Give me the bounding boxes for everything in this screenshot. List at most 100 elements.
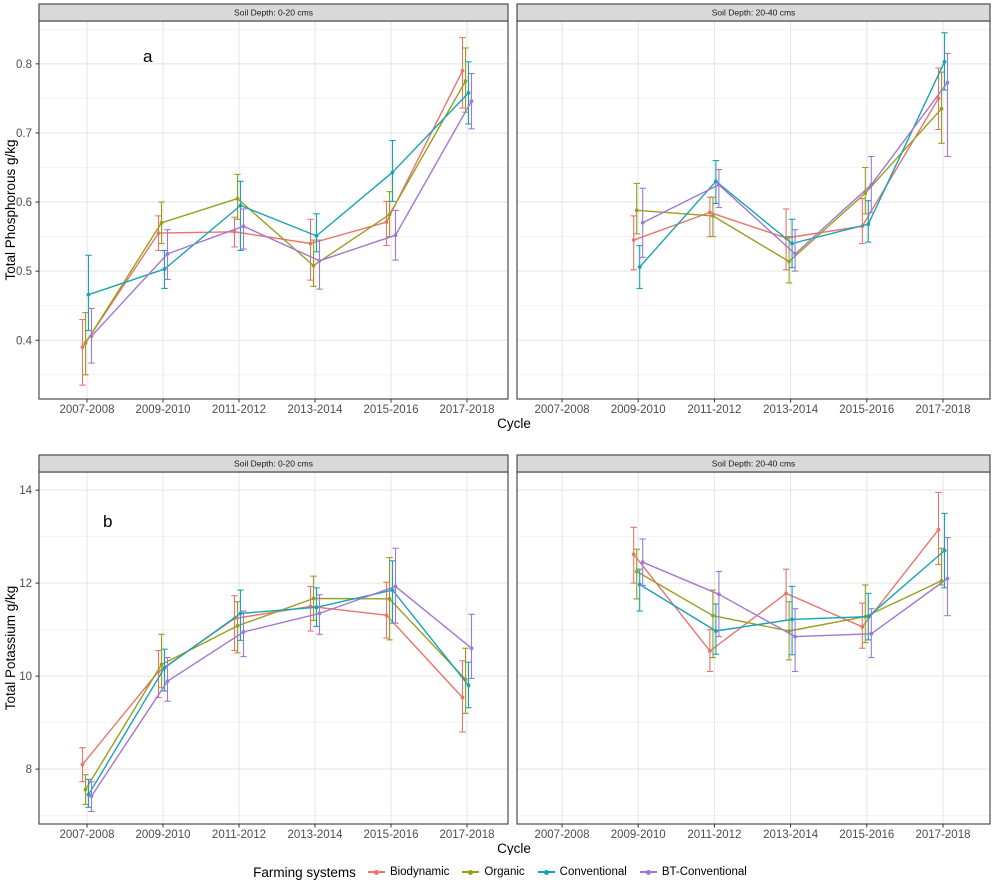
data-point [945,576,950,581]
facet-strip-title: Soil Depth: 20-40 cms [712,459,796,469]
y-tick-label: 12 [19,578,32,590]
data-point [863,191,868,195]
x-tick-label: 2007-2008 [60,829,115,841]
series-line-bt-conventional [90,585,472,797]
series-bt-conventional [639,537,951,673]
x-axis-title: Cycle [497,416,531,431]
legend-item-bt-conventional: BT-Conventional [639,866,747,878]
data-point [717,592,721,597]
y-tick-label: 8 [26,764,32,776]
x-tick-label: 2015-2016 [839,404,894,416]
data-point [83,341,88,345]
legend-item-conventional: Conventional [537,866,627,878]
data-point [793,634,797,639]
data-point [711,213,715,218]
data-point [238,203,243,208]
legend-key-icon [367,866,385,878]
y-tick-label: 0.4 [16,335,33,347]
legend-key-icon [462,866,480,878]
data-point [466,683,471,688]
potassium-chart: Total Potassium g/kg Soil Depth: 0-20 cms… [3,454,991,855]
data-point [866,614,871,619]
data-point [634,569,639,574]
series-conventional [636,32,948,289]
data-point [714,629,718,633]
data-point [463,79,468,84]
legend-item-label: Organic [484,866,525,878]
series-bt-conventional [88,72,475,364]
x-tick-label: 2017-2018 [440,829,495,841]
data-point [640,220,645,225]
data-point [165,679,170,684]
x-tick-label: 2015-2016 [364,829,419,841]
x-tick-label: 2013-2014 [763,829,819,841]
series-line-biodynamic [81,605,464,765]
data-point [83,787,88,792]
data-point [162,267,167,271]
x-tick-label: 2009-2010 [611,404,666,416]
data-point [314,605,319,610]
data-point [80,762,85,767]
y-axis-title: Total Phosphorous g/kg [3,139,18,280]
data-point [460,68,465,73]
facet-strip [516,454,991,473]
data-point [631,552,636,557]
series-line-conventional [88,92,470,296]
data-point [86,292,91,297]
series-line-organic [84,80,467,344]
data-point [708,210,712,215]
data-point [159,662,164,667]
data-point [241,630,246,634]
facet-panel-soil-depth-20-40-cms: Soil Depth: 20-40 cms 2007-2008 2009-2010 2… [516,3,991,416]
x-tick-label: 2011-2012 [212,404,266,416]
x-tick-label: 2007-2008 [60,404,115,416]
legend-key-icon [537,866,555,878]
x-tick-label: 2017-2018 [916,404,971,416]
facet-strip [516,3,991,22]
x-tick-label: 2013-2014 [763,404,819,416]
data-point [939,106,944,111]
data-point [387,597,392,601]
panel-letter: a [143,47,153,66]
data-point [460,695,465,700]
x-tick-label: 2015-2016 [839,829,894,841]
x-tick-label: 2017-2018 [916,829,971,841]
data-point [89,794,94,799]
y-tick-label: 14 [19,485,32,497]
data-point [637,265,642,269]
series-bt-conventional [88,547,475,812]
data-point [708,649,712,653]
x-tick-label: 2009-2010 [136,829,191,841]
facet-strip-title: Soil Depth: 0-20 cms [234,459,313,469]
data-point [860,624,865,629]
x-tick-label: 2011-2012 [687,829,741,841]
legend-item-organic: Organic [462,866,525,878]
x-tick-label: 2015-2016 [364,404,419,416]
series-line-bt-conventional [90,100,473,337]
data-point [869,182,874,187]
data-point [156,231,161,236]
data-point [634,208,639,213]
data-point [790,617,794,622]
data-point [866,222,871,227]
data-point [469,99,474,104]
facet-panel-soil-depth-0-20-cms: Soil Depth: 0-20 cms 2007-2008 2009-2010 20… [38,454,509,841]
data-point [936,96,941,101]
series-conventional [85,560,472,808]
x-axis-title: Cycle [497,841,531,855]
data-point [384,220,389,224]
data-point [165,251,170,256]
legend-key-icon [639,866,657,878]
data-point [793,251,797,256]
series-biodynamic [79,581,466,783]
data-point [235,196,240,201]
x-tick-label: 2011-2012 [687,404,741,416]
y-tick-label: 0.6 [16,197,32,209]
data-point [393,233,398,238]
y-tick-label: 10 [19,671,32,683]
legend-items: Biodynamic Organic Conventional BT-Conventi… [367,866,747,878]
data-point [80,345,85,350]
data-point [945,80,950,85]
y-tick-label: 0.8 [16,59,32,71]
